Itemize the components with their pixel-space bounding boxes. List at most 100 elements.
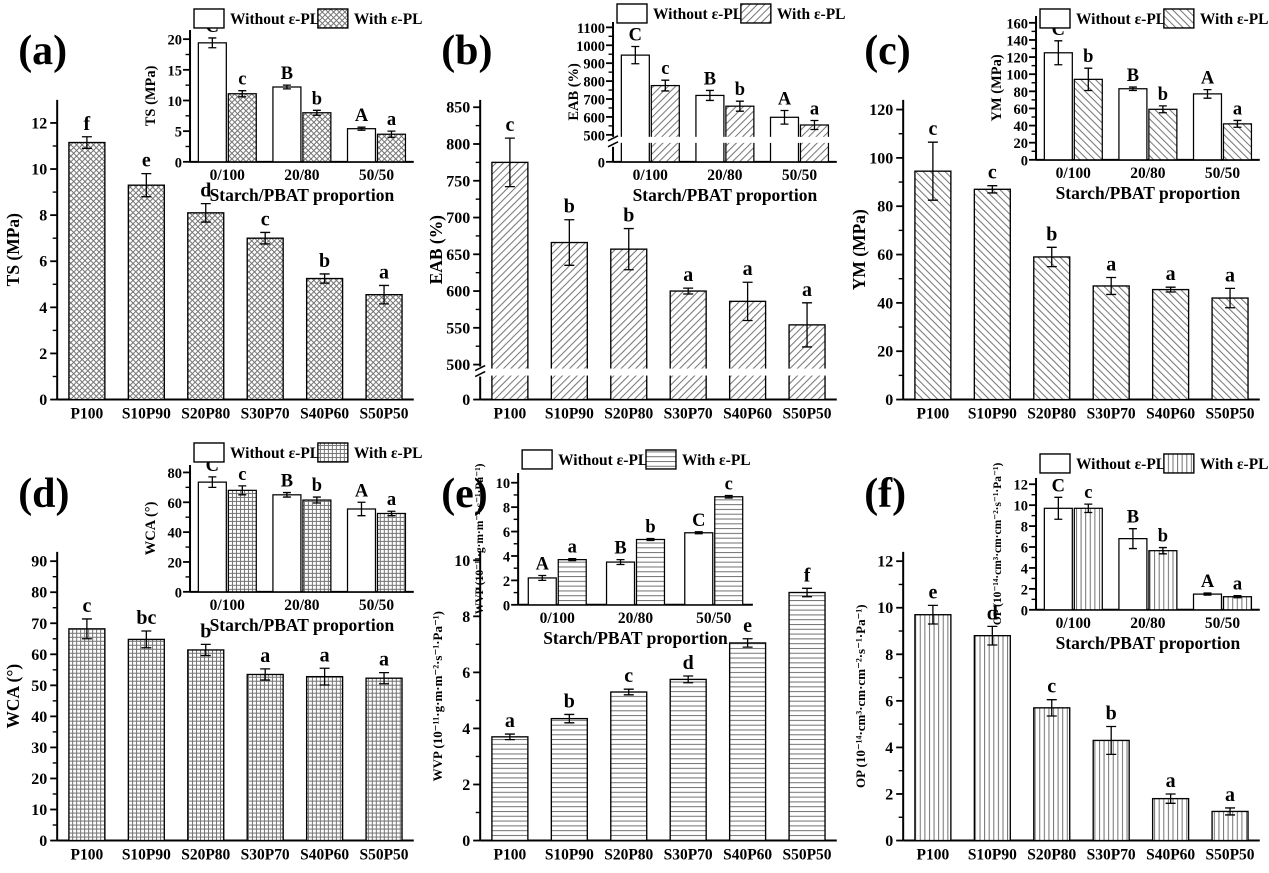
- significance-letter: A: [355, 105, 369, 125]
- category-label: P100: [71, 846, 104, 863]
- legend-swatch-with: [740, 3, 772, 24]
- chart-text: 80: [877, 199, 893, 216]
- bar-S50P50: [1211, 810, 1249, 841]
- chart-text: 600: [446, 284, 470, 301]
- chart-text: 6: [39, 254, 47, 271]
- category-label: S20P80: [604, 846, 653, 863]
- chart-text: 60: [1014, 102, 1028, 118]
- chart-text: 2: [885, 786, 893, 803]
- error-bar: [379, 671, 390, 684]
- panel-letter: (c): [864, 28, 911, 74]
- inset-category-label: 50/50: [696, 609, 732, 626]
- significance-letter: a: [1225, 264, 1235, 286]
- chart-text: 40: [877, 295, 893, 312]
- category-label: S50P50: [783, 846, 832, 863]
- significance-letter: c: [1047, 675, 1056, 697]
- category-label: S40P60: [723, 406, 772, 423]
- inset-category-label: 20/80: [1130, 165, 1166, 182]
- significance-letter: B: [704, 68, 716, 88]
- chart-text: 8: [39, 208, 47, 225]
- error-bar: [238, 484, 247, 495]
- category-label: S10P90: [968, 846, 1017, 863]
- category-label: S10P90: [545, 846, 594, 863]
- bar-S40P60: [728, 641, 767, 841]
- significance-letter: c: [988, 162, 997, 184]
- chart-text: 650: [446, 247, 470, 264]
- panel-c-chart: c P100 c S10P90 b S20P80 a S30P70 a S40P60 a S50P50…: [849, 8, 1268, 423]
- category-label: S50P50: [783, 406, 832, 423]
- significance-letter: e: [743, 614, 752, 636]
- panel-letter: (e): [441, 470, 488, 516]
- chart-text: 0: [462, 392, 470, 409]
- error-bar: [1128, 527, 1137, 549]
- category-label: S30P70: [1087, 406, 1136, 423]
- chart-text: 5: [175, 125, 182, 141]
- inset-bar: [1192, 592, 1223, 610]
- inset-y-axis-label: WVP (10⁻¹¹·g·m·m⁻²·s⁻¹·Pa⁻¹): [474, 463, 486, 614]
- chart-text: 20: [877, 344, 893, 361]
- inset-bar: [272, 493, 302, 592]
- significance-letter: a: [1166, 263, 1176, 285]
- inset-bar: [684, 531, 714, 605]
- error-bar: [1054, 496, 1063, 520]
- significance-letter: c: [238, 463, 246, 483]
- bar-S50P50: [788, 591, 826, 841]
- y-axis-label: OP (10⁻¹⁴·cm³·cm·cm⁻²·s⁻¹·Pa⁻¹): [853, 604, 868, 788]
- category-label: S20P80: [604, 406, 653, 423]
- bar-P100: [491, 735, 529, 841]
- category-label: S30P70: [664, 846, 713, 863]
- chart-text: 6: [885, 693, 893, 710]
- error-bar: [742, 281, 753, 322]
- error-bar: [238, 90, 247, 98]
- legend-swatch-without: [193, 8, 225, 29]
- legend-label-with: With ε-PL: [777, 6, 846, 23]
- chart-text: 120: [869, 102, 893, 119]
- inset-bar: [376, 133, 407, 163]
- chart-text: 900: [583, 57, 605, 73]
- legend-label-with: With ε-PL: [682, 451, 751, 468]
- category-label: S20P80: [181, 846, 230, 863]
- bar-S10P90: [550, 241, 588, 401]
- significance-letter: bc: [136, 607, 156, 629]
- chart-text: 6: [1021, 540, 1028, 556]
- error-bar: [564, 713, 575, 723]
- bar-S20P80: [1033, 706, 1071, 841]
- significance-letter: C: [1052, 475, 1065, 495]
- category-label: S40P60: [1146, 406, 1195, 423]
- inset-bar: [272, 86, 302, 163]
- inset-x-axis-label: Starch/PBAT proportion: [1056, 632, 1241, 652]
- error-bar: [623, 227, 634, 271]
- legend-label-without: Without ε-PL: [558, 451, 648, 468]
- significance-letter: b: [1158, 525, 1168, 545]
- error-bar: [987, 185, 998, 194]
- significance-letter: f: [84, 113, 91, 135]
- error-bar: [208, 475, 217, 488]
- panel-letter: (a): [18, 28, 67, 74]
- legend-label-without: Without ε-PL: [1076, 455, 1166, 472]
- significance-letter: A: [778, 88, 792, 108]
- error-bar: [724, 494, 733, 499]
- chart-text: 550: [446, 320, 470, 337]
- error-bar: [927, 141, 938, 201]
- inset-bar: [620, 54, 650, 163]
- bar-S40P60: [305, 675, 344, 841]
- axis-break-band: [482, 368, 837, 376]
- panel-b: c P100 b S10P90 b S20P80 a S30P70 a S40P60 a S50P50…: [423, 0, 846, 437]
- bar-S30P70: [1092, 739, 1130, 841]
- chart-text: 800: [446, 136, 470, 153]
- panel-e-chart: a P100 b S10P90 c S20P80 d S30P70 e S40P60 f S50P50…: [430, 448, 837, 863]
- chart-text: 0: [1021, 153, 1028, 169]
- y-axis-label: WVP (10⁻¹¹·g·m·m⁻²·s⁻¹·Pa⁻¹): [430, 611, 445, 781]
- significance-letter: a: [379, 261, 389, 283]
- error-bar: [282, 491, 291, 498]
- bar-S10P90: [127, 638, 165, 841]
- bar-S50P50: [365, 677, 403, 841]
- chart-text: 140: [1006, 33, 1028, 49]
- category-label: S40P60: [723, 846, 772, 863]
- chart-text: 0: [885, 392, 893, 409]
- chart-text: 20: [1014, 136, 1028, 152]
- chart-text: 15: [168, 63, 182, 79]
- inset-bar: [197, 42, 227, 163]
